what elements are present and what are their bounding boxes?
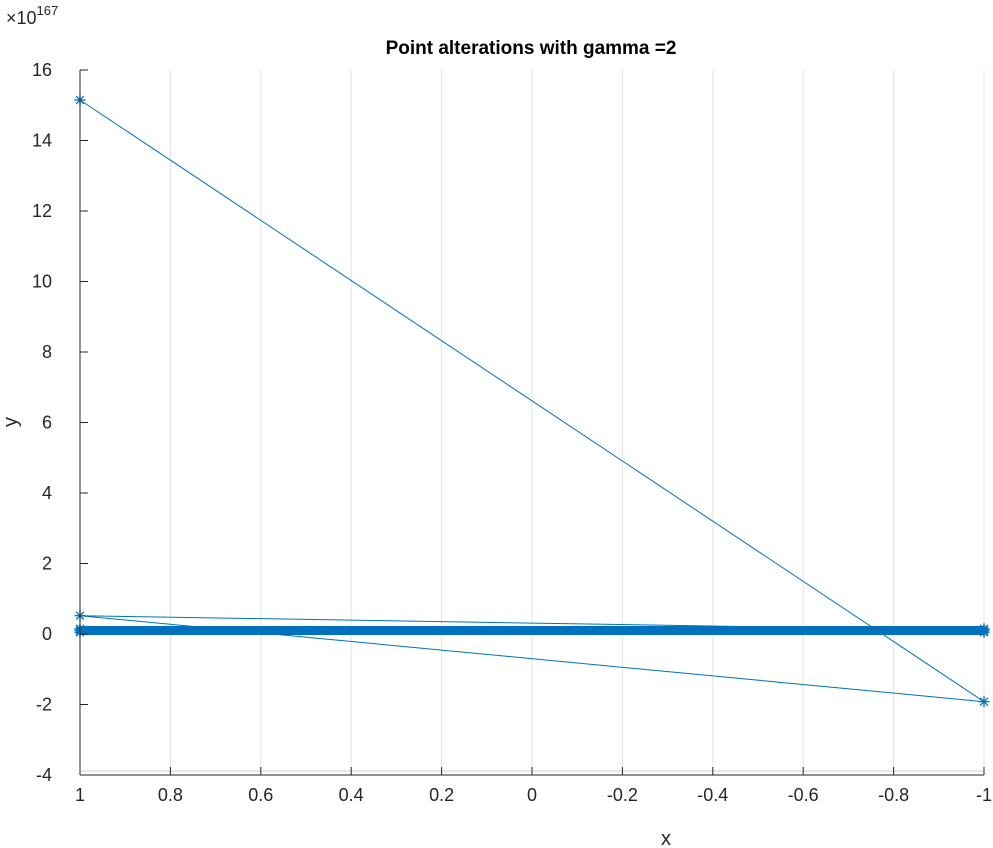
chart-title: Point alterations with gamma =2: [386, 38, 677, 59]
x-tick-label: -1: [976, 785, 992, 805]
data-point: [978, 696, 990, 708]
x-tick-label: -0.2: [607, 785, 638, 805]
y-tick-label: 14: [32, 131, 52, 151]
y-axis-label: y: [0, 417, 22, 427]
axes: [79, 69, 985, 776]
y-tick-label: 6: [42, 413, 52, 433]
x-tick-label: -0.4: [697, 785, 728, 805]
y-exponent-base: ×10: [6, 8, 37, 28]
x-axis-label: x: [661, 828, 671, 848]
grid-lines: [79, 70, 985, 775]
data-point: [978, 624, 990, 636]
y-tick-label: -2: [36, 695, 52, 715]
tick-labels: -4 -2 0 2 4 6 8 10 12 14 16 1 0.8 0.6 0.4 0.2 0 -0.2 -0.4 -…: [32, 60, 992, 805]
y-exponent-power: 167: [37, 3, 59, 18]
y-tick-label: 12: [32, 201, 52, 221]
y-tick-label: 4: [42, 483, 52, 503]
series-line: [79, 99, 985, 703]
x-tick-label: 0.4: [339, 785, 364, 805]
y-tick-label: 16: [32, 60, 52, 80]
x-tick-label: 0: [527, 785, 537, 805]
x-tick-label: 0.8: [158, 785, 183, 805]
marker-stroke: [979, 626, 989, 635]
x-tick-label: -0.8: [878, 785, 909, 805]
y-exponent-label: ×10167: [6, 3, 58, 28]
y-tick-label: 2: [42, 554, 52, 574]
x-tick-label: 0.6: [248, 785, 273, 805]
x-tick-label: -0.6: [788, 785, 819, 805]
x-tick-label: 1: [75, 785, 85, 805]
y-tick-label: 8: [42, 342, 52, 362]
y-tick-label: 0: [42, 624, 52, 644]
y-tick-label: -4: [36, 765, 52, 785]
y-tick-label: 10: [32, 272, 52, 292]
x-tick-label: 0.2: [429, 785, 454, 805]
marker-stroke: [979, 697, 989, 707]
